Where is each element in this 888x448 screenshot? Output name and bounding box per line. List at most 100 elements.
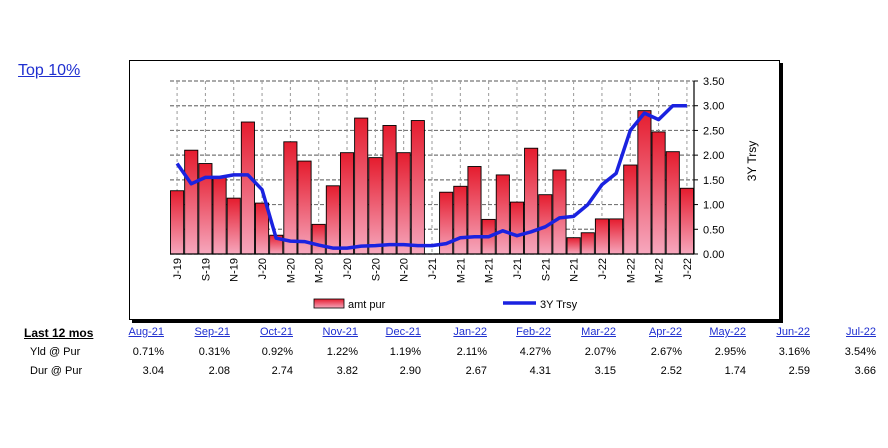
chart-panel: 0.00 0.50 1.00 1.50 2.00 2.50 3.00 3.50 J-19 S-19… xyxy=(129,60,780,320)
x-tick-label: N-21 xyxy=(569,258,581,282)
duration-cell: 1.74 xyxy=(724,365,746,377)
y-tick-label: 2.50 xyxy=(703,125,724,137)
x-tick-label: J-19 xyxy=(172,258,184,279)
x-tick-label: M-21 xyxy=(455,258,467,283)
yield-cell: 1.19% xyxy=(389,346,421,358)
month-link[interactable]: Aug-21 xyxy=(128,326,164,338)
month-link[interactable]: Mar-22 xyxy=(581,326,616,338)
summary-title: Last 12 mos xyxy=(24,326,94,340)
bar xyxy=(594,218,609,255)
x-tick-label: M-20 xyxy=(314,258,326,283)
month-link[interactable]: Nov-21 xyxy=(322,326,358,338)
bar xyxy=(396,152,411,255)
x-tick-label: N-20 xyxy=(399,258,411,282)
month-link[interactable]: May-22 xyxy=(709,326,746,338)
line-series xyxy=(175,103,687,250)
bar xyxy=(637,110,652,255)
y-axis-title: 3Y Trsy xyxy=(745,141,759,181)
legend: amt pur 3Y Trsy xyxy=(313,298,578,311)
x-tick-label: M-22 xyxy=(625,258,637,283)
month-link[interactable]: Sep-21 xyxy=(194,326,230,338)
summary-row-duration: Dur @ Pur 3.04 2.08 2.74 3.82 2.90 2.67 4.31 3.… xyxy=(0,365,888,381)
bar xyxy=(410,120,425,255)
x-tick-label: J-21 xyxy=(427,258,439,279)
bar xyxy=(368,157,383,255)
bar xyxy=(623,164,638,255)
y-tick-label: 1.00 xyxy=(703,200,724,212)
month-link[interactable]: Oct-21 xyxy=(259,326,293,338)
duration-cell: 3.66 xyxy=(854,365,876,377)
bar xyxy=(226,197,241,255)
bar xyxy=(325,185,340,255)
x-tick-label: J-20 xyxy=(342,258,354,279)
legend-label-amt-pur: amt pur xyxy=(348,299,386,311)
duration-cell: 2.52 xyxy=(660,365,682,377)
x-tick-label: N-19 xyxy=(229,258,241,282)
yield-cell: 0.31% xyxy=(198,346,230,358)
bar xyxy=(509,201,525,255)
x-tick-label: J-22 xyxy=(682,258,694,279)
row-label-yield: Yld @ Pur xyxy=(30,346,81,358)
bar xyxy=(467,166,482,255)
bar xyxy=(453,185,468,255)
bar xyxy=(651,131,666,255)
y-tick-label: 0.50 xyxy=(703,224,724,236)
duration-cell: 3.04 xyxy=(142,365,164,377)
yield-cell: 0.71% xyxy=(132,346,164,358)
bar xyxy=(311,223,326,255)
duration-cell: 2.67 xyxy=(465,365,487,377)
month-link[interactable]: Feb-22 xyxy=(516,326,551,338)
month-link[interactable]: Jul-22 xyxy=(846,326,876,338)
x-tick-label: S-21 xyxy=(540,258,552,281)
bar xyxy=(184,149,199,255)
summary-row-yield: Yld @ Pur 0.71% 0.31% 0.92% 1.22% 1.19% 2.11%… xyxy=(0,346,888,362)
y-tick-label: 3.50 xyxy=(703,76,724,88)
yield-cell: 2.11% xyxy=(456,346,487,358)
yield-cell: 2.07% xyxy=(584,346,616,358)
legend-label-3y-trsy: 3Y Trsy xyxy=(540,299,578,311)
row-label-duration: Dur @ Pur xyxy=(30,365,83,377)
bar xyxy=(679,187,694,255)
axes: 0.00 0.50 1.00 1.50 2.00 2.50 3.00 3.50 J-19 S-19… xyxy=(170,76,759,283)
bar xyxy=(354,117,369,255)
bar xyxy=(170,190,185,255)
y-tick-label: 1.50 xyxy=(703,175,724,187)
bar xyxy=(665,151,680,255)
yield-cell: 3.16% xyxy=(778,346,810,358)
bar xyxy=(552,169,567,255)
yield-cell: 2.95% xyxy=(714,346,746,358)
x-tick-label: S-19 xyxy=(200,258,212,281)
duration-cell: 3.82 xyxy=(336,365,358,377)
month-link[interactable]: Apr-22 xyxy=(648,326,682,338)
yield-cell: 4.27% xyxy=(519,346,551,358)
bar xyxy=(212,176,227,255)
bar-series xyxy=(170,110,694,255)
yield-cell: 0.92% xyxy=(261,346,293,358)
summary-header-row: Last 12 mos Aug-21 Sep-21 Oct-21 Nov-21 Dec-… xyxy=(0,326,888,342)
bar xyxy=(283,141,298,255)
duration-cell: 3.15 xyxy=(594,365,616,377)
duration-cell: 2.59 xyxy=(788,365,810,377)
bar xyxy=(566,237,581,255)
yield-cell: 2.67% xyxy=(650,346,682,358)
bar xyxy=(339,152,355,255)
x-tick-label: J-22 xyxy=(597,258,609,279)
month-link[interactable]: Jun-22 xyxy=(776,326,810,338)
line-3y-trsy xyxy=(175,103,687,250)
y-tick-label: 0.00 xyxy=(703,249,724,261)
month-link[interactable]: Jan-22 xyxy=(453,326,487,338)
duration-cell: 2.90 xyxy=(399,365,421,377)
x-tick-label: J-20 xyxy=(257,258,269,279)
bar xyxy=(580,232,595,255)
x-tick-label: M-21 xyxy=(484,258,496,283)
x-tick-label: M-20 xyxy=(285,258,297,283)
x-tick-label: J-21 xyxy=(512,258,524,279)
x-tick-label: M-22 xyxy=(654,258,666,283)
duration-cell: 2.74 xyxy=(271,365,293,377)
top-10-link[interactable]: Top 10% xyxy=(18,62,81,79)
month-link[interactable]: Dec-21 xyxy=(385,326,421,338)
yield-cell: 1.22% xyxy=(326,346,358,358)
bar xyxy=(609,218,624,255)
bar xyxy=(240,121,255,255)
bar xyxy=(524,147,539,255)
